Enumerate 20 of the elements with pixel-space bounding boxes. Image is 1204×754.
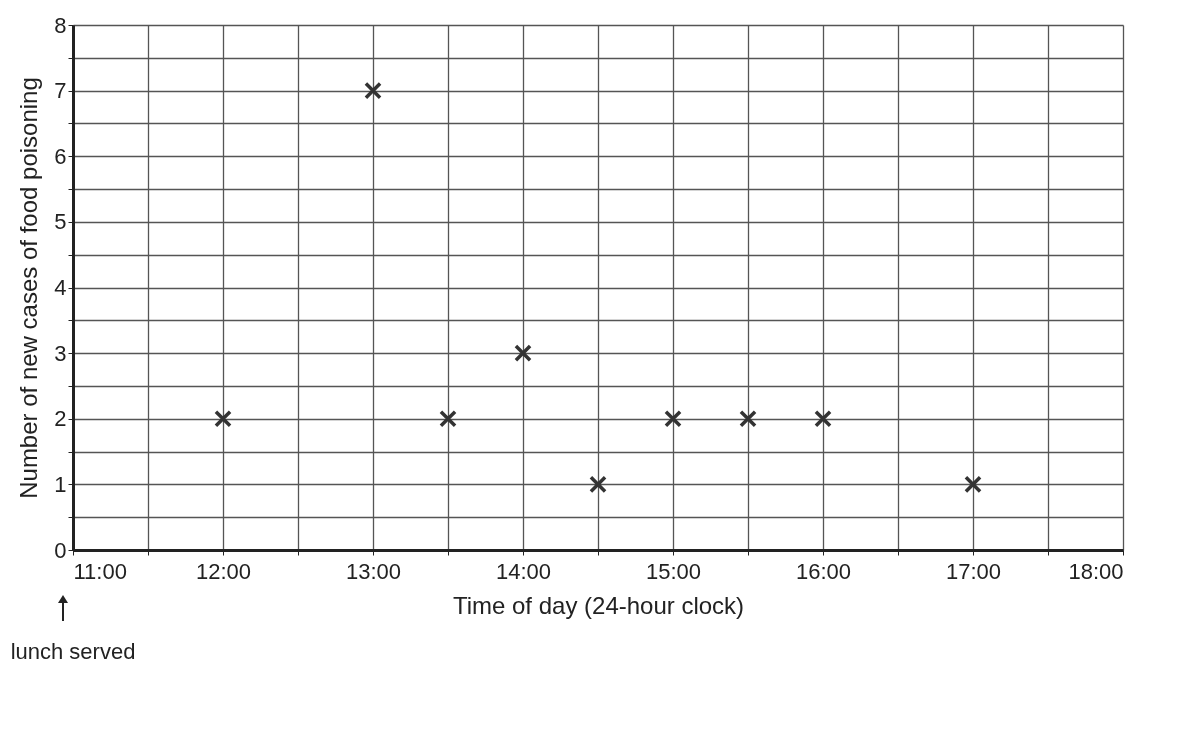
y-tick-label: 4 [54,275,67,300]
x-tick-label: 15:00 [645,558,702,584]
x-tick-label: 17:00 [945,558,1002,584]
y-tick-label: 5 [54,209,67,235]
x-tick-label: 14:00 [495,558,552,584]
y-tick-label: 8 [54,12,67,38]
x-tick-label: 18:00 [1068,558,1124,584]
y-tick-label: 0 [54,537,67,563]
y-axis-title: Number of new cases of food poisoning [15,77,43,499]
y-tick-label: 3 [54,340,67,366]
y-tick-label: 6 [54,143,67,169]
x-tick-label: 13:00 [345,558,402,584]
y-tick-label: 1 [54,471,67,497]
x-tick-label: 16:00 [795,558,852,584]
x-axis-title: Time of day (24-hour clock) [452,591,745,619]
x-tick-label: 12:00 [195,558,252,584]
x-tick-label: 11:00 [73,558,127,584]
y-tick-label: 7 [54,78,67,104]
y-tick-label: 2 [54,406,67,432]
text: lunch served [10,639,136,664]
